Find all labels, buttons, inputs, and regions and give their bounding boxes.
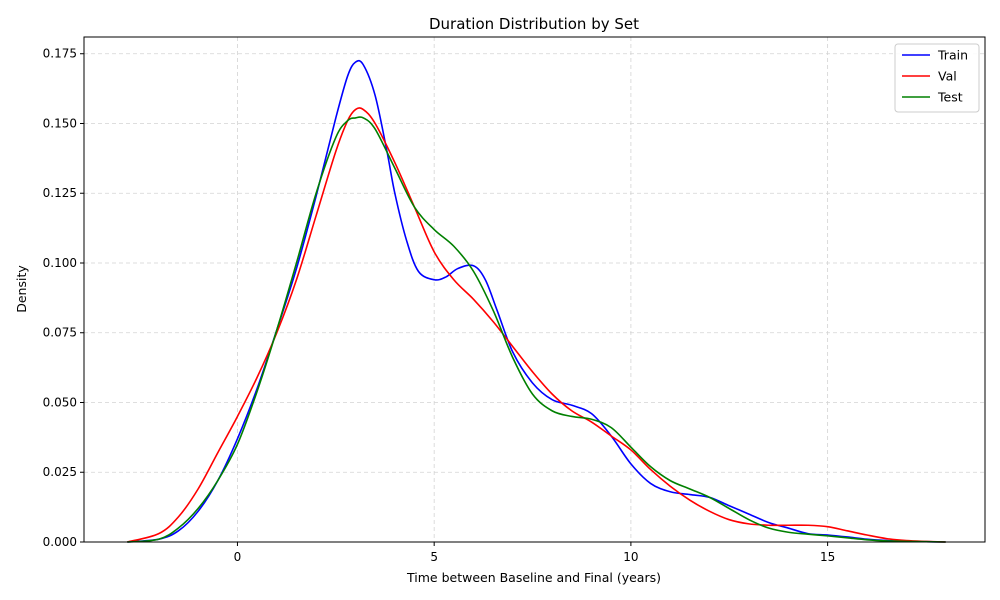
- chart-title: Duration Distribution by Set: [429, 15, 639, 33]
- y-axis-ticks: 0.000 0.025 0.050 0.075 0.100 0.125 0.150 0.175: [43, 47, 84, 549]
- y-tick-label: 0.100: [43, 256, 77, 270]
- legend-box: [894, 43, 980, 113]
- legend-label-val: Val: [938, 69, 957, 84]
- x-axis-label: Time between Baseline and Final (years): [406, 570, 661, 585]
- y-axis-label: Density: [14, 265, 29, 313]
- legend: Train Val Test: [894, 43, 980, 113]
- y-tick-label: 0.175: [43, 47, 77, 61]
- x-tick-label: 10: [623, 550, 638, 564]
- y-tick-label: 0.125: [43, 186, 77, 200]
- y-tick-label: 0.150: [43, 116, 77, 130]
- x-tick-label: 0: [234, 550, 242, 564]
- series-line-test: [127, 116, 946, 543]
- plot-frame: [83, 36, 986, 543]
- x-tick-label: 5: [430, 550, 438, 564]
- y-tick-label: 0.025: [43, 465, 77, 479]
- x-tick-label: 15: [820, 550, 835, 564]
- x-axis-ticks: 0 5 10 15: [234, 542, 835, 564]
- series-line-val: [127, 107, 946, 543]
- y-tick-label: 0.000: [43, 535, 77, 549]
- y-tick-label: 0.075: [43, 326, 77, 340]
- legend-label-test: Test: [937, 90, 963, 105]
- series-layer: [127, 59, 946, 543]
- series-line-train: [127, 59, 946, 543]
- legend-label-train: Train: [937, 48, 968, 63]
- y-tick-label: 0.050: [43, 395, 77, 409]
